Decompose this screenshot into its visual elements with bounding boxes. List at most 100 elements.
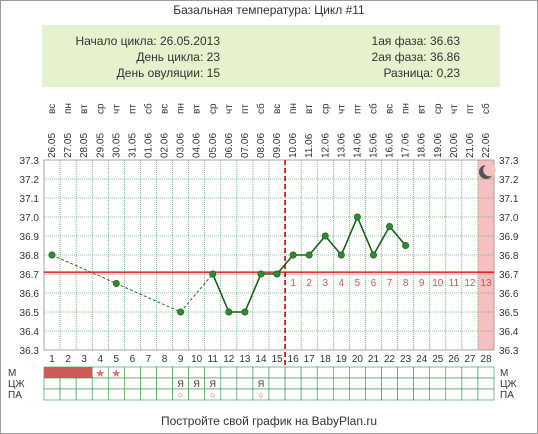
row-cell xyxy=(461,377,479,390)
y-tick-label-left: 36.6 xyxy=(20,289,40,300)
y-tick-label-left: 36.4 xyxy=(20,327,40,338)
row-cell xyxy=(316,377,334,390)
cycle-day-number: 21 xyxy=(368,354,380,365)
temperature-segment xyxy=(244,273,262,313)
row-cell xyxy=(220,366,238,379)
temperature-segment xyxy=(212,273,230,313)
row-cell xyxy=(316,366,334,379)
row-cell xyxy=(107,377,125,390)
cycle-day-number: 3 xyxy=(81,354,87,365)
date-label: 30.05 xyxy=(111,133,122,158)
y-tick-label-right: 37.1 xyxy=(499,194,519,205)
row-cell xyxy=(188,366,206,379)
weekday-label: сб xyxy=(142,103,154,114)
phase1-line: 1ая фаза: 36.63 xyxy=(372,34,460,48)
date-label: 01.06 xyxy=(143,133,154,158)
phase2-day-label: 1 xyxy=(290,278,296,289)
phase2-day-label: 11 xyxy=(449,278,460,289)
date-label: 19.06 xyxy=(433,133,444,158)
row-label-left: ЦЖ xyxy=(8,379,25,390)
star-icon: ★ xyxy=(111,368,121,380)
y-tick-label-right: 36.7 xyxy=(499,270,519,281)
weekday-label: сб xyxy=(480,103,492,114)
phase2-day-label: 9 xyxy=(419,278,425,289)
cycle-day-number: 4 xyxy=(97,354,103,365)
row-cell xyxy=(236,388,254,401)
date-label: 22.06 xyxy=(481,133,492,158)
phase2-value: 36.86 xyxy=(429,50,460,64)
row-cell xyxy=(332,388,350,401)
row-label-left: М xyxy=(8,368,16,379)
y-tick-label-left: 36.3 xyxy=(20,346,40,357)
y-tick-label-left: 36.7 xyxy=(20,270,40,281)
date-label: 05.06 xyxy=(208,133,219,158)
cycle-day-number: 7 xyxy=(146,354,152,365)
row-cell xyxy=(349,377,366,390)
phase2-day-label: 12 xyxy=(464,278,476,289)
temperature-segment xyxy=(340,216,359,256)
footer-link[interactable]: Постройте свой график на BabyPlan.ru xyxy=(160,414,378,428)
expected-period-band xyxy=(477,160,494,350)
temperature-point xyxy=(289,251,297,259)
row-cell xyxy=(156,388,173,401)
date-label: 14.06 xyxy=(352,133,363,158)
row-cell xyxy=(75,388,93,401)
difference-label: Разница: xyxy=(383,66,434,80)
row-cell xyxy=(316,388,334,401)
phase2-day-label: 13 xyxy=(480,278,492,289)
row-cell xyxy=(429,366,447,379)
phase1-value: 36.63 xyxy=(429,34,460,48)
y-tick-label-right: 36.6 xyxy=(499,289,519,300)
date-label: 18.06 xyxy=(417,133,428,158)
difference-value: 0,23 xyxy=(436,66,460,80)
y-tick-label-left: 36.8 xyxy=(20,251,40,262)
row-cell xyxy=(477,377,495,390)
ovulation-day-value: 15 xyxy=(206,66,220,80)
moon-icon-mask xyxy=(483,163,496,177)
date-label: 29.05 xyxy=(95,133,106,158)
row-cell xyxy=(477,366,495,379)
temperature-point xyxy=(386,223,394,231)
menstruation-cell xyxy=(44,367,61,378)
row-cell xyxy=(59,388,77,401)
temperature-point xyxy=(353,213,361,221)
weekday-label: чт xyxy=(336,104,347,114)
row-cell xyxy=(188,388,206,401)
cycle-start-value: 26.05.2013 xyxy=(159,34,220,48)
weekday-label: вт xyxy=(417,104,428,114)
temperature-point xyxy=(337,251,345,259)
row-cell xyxy=(236,377,254,390)
plot-border xyxy=(43,159,495,351)
temperature-segment xyxy=(51,254,117,284)
weekday-label: вт xyxy=(192,104,203,114)
phase2-day-label: 2 xyxy=(306,278,312,289)
cycle-day-number: 2 xyxy=(65,354,71,365)
date-label: 16.06 xyxy=(385,133,396,158)
temperature-point xyxy=(369,251,377,259)
cycle-day-number: 28 xyxy=(480,354,492,365)
cycle-day-number: 8 xyxy=(162,354,168,365)
chart-title: Базальная температура: Цикл #11 xyxy=(173,3,365,17)
date-label: 11.06 xyxy=(304,133,315,158)
row-cell xyxy=(43,388,61,401)
row-cell xyxy=(365,377,382,390)
temperature-point xyxy=(112,279,120,287)
phase2-day-label: 7 xyxy=(387,278,393,289)
phase2-day-label: 5 xyxy=(355,278,361,289)
date-label: 28.05 xyxy=(79,133,90,158)
y-tick-label-right: 36.3 xyxy=(499,346,519,357)
row-cell xyxy=(349,366,366,379)
weekday-label: сб xyxy=(367,103,379,114)
temperature-segment xyxy=(388,225,407,247)
cycle-day-number: 17 xyxy=(304,354,316,365)
row-label-right: ЦЖ xyxy=(500,379,517,390)
row-mark: Я xyxy=(193,379,200,389)
y-tick-label-right: 36.9 xyxy=(499,232,519,243)
cycle-day-number: 1 xyxy=(49,354,55,365)
row-cell xyxy=(43,377,61,390)
weekday-label: чт xyxy=(224,104,235,114)
y-tick-label-left: 37.3 xyxy=(20,156,40,167)
row-cell xyxy=(220,377,238,390)
date-label: 21.06 xyxy=(465,133,476,158)
date-label: 02.06 xyxy=(160,133,171,158)
